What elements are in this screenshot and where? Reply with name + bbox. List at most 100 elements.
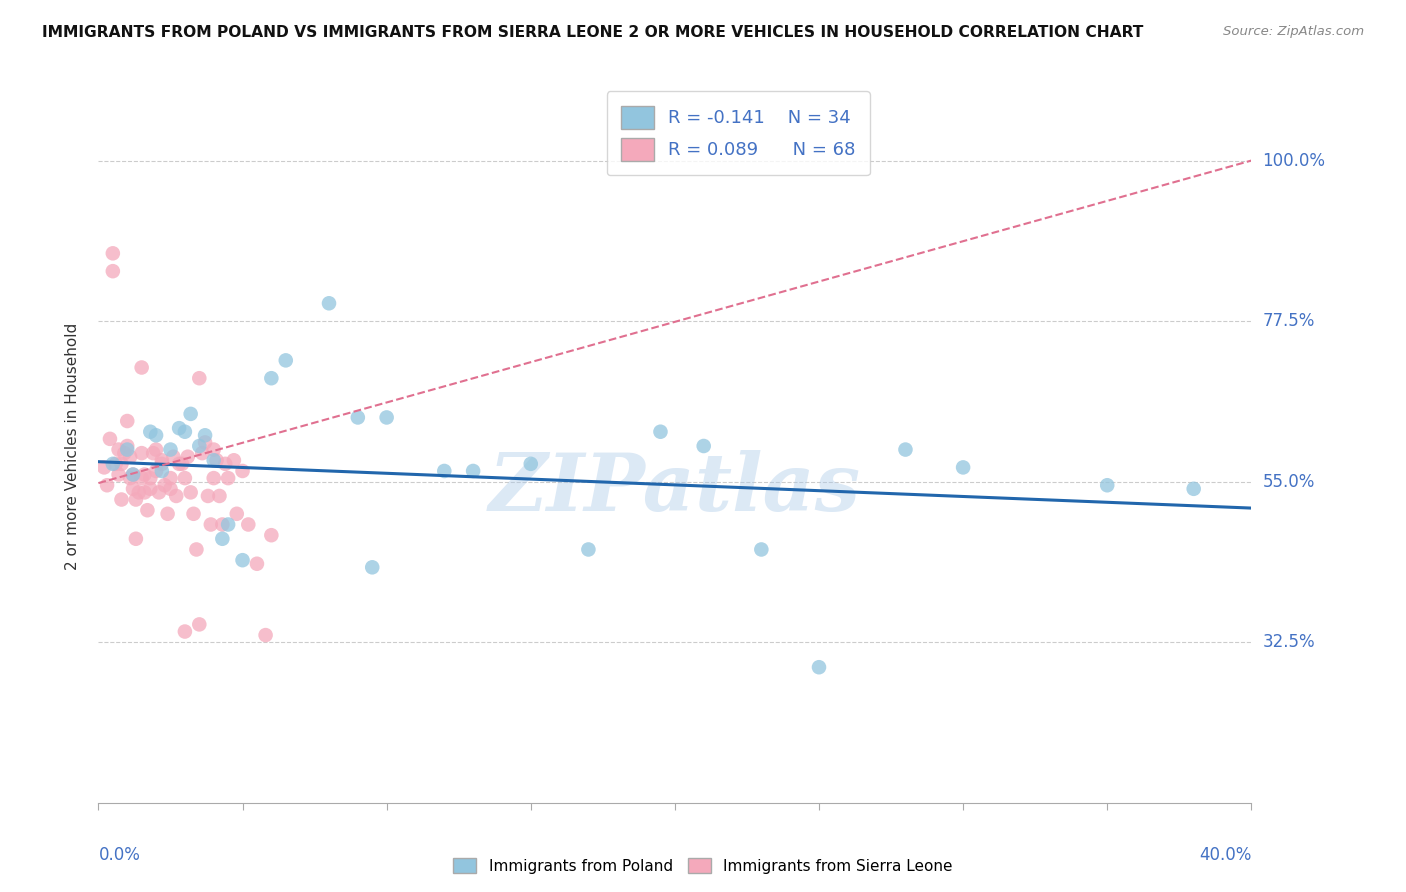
Point bbox=[139, 425, 162, 439]
Point bbox=[461, 464, 484, 478]
Point bbox=[180, 407, 202, 421]
Point bbox=[1182, 482, 1205, 496]
Point bbox=[202, 471, 225, 485]
Point bbox=[159, 482, 181, 496]
Point bbox=[318, 296, 340, 310]
Point bbox=[205, 453, 228, 467]
Point bbox=[139, 482, 162, 496]
Point bbox=[751, 542, 773, 557]
Point bbox=[93, 460, 115, 475]
Text: ZIPatlas: ZIPatlas bbox=[489, 450, 860, 527]
Point bbox=[159, 442, 181, 457]
Point bbox=[191, 446, 214, 460]
Point bbox=[186, 542, 208, 557]
Point bbox=[162, 450, 184, 464]
Point bbox=[150, 457, 173, 471]
Point bbox=[134, 467, 156, 482]
Point bbox=[183, 507, 205, 521]
Point bbox=[145, 464, 167, 478]
Point bbox=[222, 453, 245, 467]
Point bbox=[217, 517, 239, 532]
Point bbox=[165, 489, 187, 503]
Point bbox=[107, 442, 129, 457]
Text: 0.0%: 0.0% bbox=[98, 846, 141, 863]
Point bbox=[131, 471, 153, 485]
Y-axis label: 2 or more Vehicles in Household: 2 or more Vehicles in Household bbox=[65, 322, 80, 570]
Point bbox=[122, 467, 145, 482]
Point bbox=[214, 457, 236, 471]
Point bbox=[117, 414, 139, 428]
Text: 100.0%: 100.0% bbox=[1263, 152, 1326, 169]
Point bbox=[150, 453, 173, 467]
Point bbox=[231, 464, 254, 478]
Point bbox=[101, 246, 124, 260]
Point bbox=[122, 467, 145, 482]
Point bbox=[174, 624, 197, 639]
Point bbox=[148, 485, 170, 500]
Point bbox=[128, 485, 150, 500]
Text: Source: ZipAtlas.com: Source: ZipAtlas.com bbox=[1223, 25, 1364, 38]
Point bbox=[650, 425, 672, 439]
Point bbox=[693, 439, 716, 453]
Point bbox=[174, 471, 197, 485]
Point bbox=[134, 485, 156, 500]
Point bbox=[120, 471, 142, 485]
Point bbox=[202, 453, 225, 467]
Point bbox=[194, 428, 217, 442]
Text: 32.5%: 32.5% bbox=[1263, 633, 1315, 651]
Point bbox=[131, 360, 153, 375]
Point bbox=[217, 471, 239, 485]
Point bbox=[1097, 478, 1119, 492]
Point bbox=[122, 482, 145, 496]
Point bbox=[117, 439, 139, 453]
Point bbox=[131, 446, 153, 460]
Point bbox=[156, 507, 179, 521]
Point bbox=[188, 371, 211, 385]
Legend: R = -0.141    N = 34, R = 0.089      N = 68: R = -0.141 N = 34, R = 0.089 N = 68 bbox=[606, 91, 870, 176]
Point bbox=[180, 485, 202, 500]
Point bbox=[211, 517, 233, 532]
Point bbox=[188, 439, 211, 453]
Point bbox=[231, 553, 254, 567]
Point bbox=[260, 528, 283, 542]
Point bbox=[150, 464, 173, 478]
Point bbox=[167, 421, 190, 435]
Point bbox=[153, 478, 176, 492]
Point bbox=[117, 442, 139, 457]
Point bbox=[260, 371, 283, 385]
Text: 40.0%: 40.0% bbox=[1199, 846, 1251, 863]
Point bbox=[101, 264, 124, 278]
Point bbox=[346, 410, 368, 425]
Point bbox=[112, 446, 135, 460]
Point bbox=[202, 442, 225, 457]
Point bbox=[101, 457, 124, 471]
Point bbox=[170, 457, 193, 471]
Point bbox=[125, 532, 148, 546]
Point bbox=[361, 560, 384, 574]
Point bbox=[194, 435, 217, 450]
Point bbox=[238, 517, 260, 532]
Point bbox=[104, 457, 127, 471]
Point bbox=[142, 446, 165, 460]
Point bbox=[808, 660, 831, 674]
Point bbox=[246, 557, 269, 571]
Text: 77.5%: 77.5% bbox=[1263, 312, 1315, 330]
Text: IMMIGRANTS FROM POLAND VS IMMIGRANTS FROM SIERRA LEONE 2 OR MORE VEHICLES IN HOU: IMMIGRANTS FROM POLAND VS IMMIGRANTS FRO… bbox=[42, 25, 1143, 40]
Legend: Immigrants from Poland, Immigrants from Sierra Leone: Immigrants from Poland, Immigrants from … bbox=[447, 852, 959, 880]
Point bbox=[96, 478, 118, 492]
Point bbox=[98, 432, 121, 446]
Point bbox=[110, 457, 132, 471]
Point bbox=[894, 442, 917, 457]
Point bbox=[107, 467, 129, 482]
Point bbox=[274, 353, 297, 368]
Point bbox=[225, 507, 247, 521]
Point bbox=[200, 517, 222, 532]
Point bbox=[139, 471, 162, 485]
Point bbox=[433, 464, 456, 478]
Point bbox=[952, 460, 974, 475]
Point bbox=[110, 492, 132, 507]
Point bbox=[197, 489, 219, 503]
Point bbox=[254, 628, 277, 642]
Point bbox=[174, 425, 197, 439]
Point bbox=[145, 442, 167, 457]
